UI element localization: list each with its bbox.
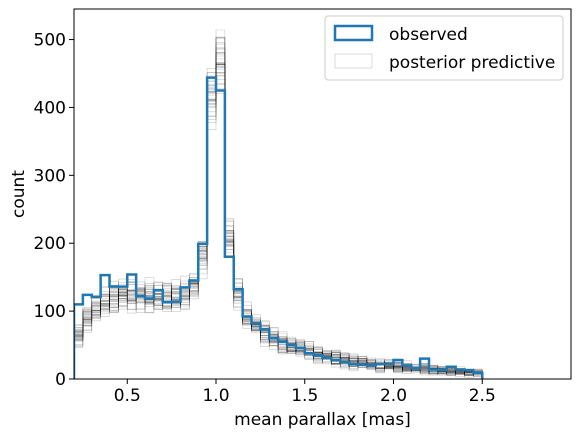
y-tick-label: 400 bbox=[34, 98, 66, 118]
x-axis-label: mean parallax [mas] bbox=[234, 410, 411, 430]
legend-swatch-observed bbox=[333, 24, 374, 42]
y-tick-label: 0 bbox=[55, 370, 66, 390]
axes-frame bbox=[73, 8, 572, 380]
y-tick-label: 500 bbox=[34, 31, 66, 51]
posterior-predictive-draw bbox=[74, 36, 483, 379]
y-axis-label: count bbox=[9, 170, 29, 218]
legend-box bbox=[324, 15, 564, 81]
legend-label-posterior-predictive: posterior predictive bbox=[389, 53, 555, 73]
posterior-predictive-draw bbox=[74, 66, 483, 379]
x-tick-label: 2.0 bbox=[380, 386, 407, 406]
legend-swatch-posterior-predictive bbox=[334, 53, 373, 69]
y-tick-label: 200 bbox=[34, 234, 66, 254]
observed-step-line bbox=[74, 76, 484, 379]
x-axis: 0.5 1.0 1.5 2.0 2.5 bbox=[114, 379, 496, 406]
posterior-predictive-draw bbox=[74, 62, 483, 379]
posterior-predictive-draw bbox=[74, 73, 483, 379]
legend-label-observed: observed bbox=[389, 25, 468, 45]
observed-series-line bbox=[74, 76, 484, 379]
x-tick-label: 0.5 bbox=[114, 386, 141, 406]
legend: observed posterior predictive bbox=[324, 15, 564, 81]
x-tick-label: 1.5 bbox=[291, 386, 318, 406]
x-tick-label: 2.5 bbox=[469, 386, 496, 406]
posterior-predictive-draw bbox=[74, 64, 483, 379]
posterior-predictive-draw bbox=[74, 52, 483, 379]
y-tick-label: 100 bbox=[34, 302, 66, 322]
y-tick-label: 300 bbox=[34, 166, 66, 186]
posterior-predictive-draw bbox=[74, 52, 483, 379]
y-axis: 0 100 200 300 400 500 bbox=[34, 31, 74, 390]
x-tick-label: 1.0 bbox=[202, 386, 229, 406]
